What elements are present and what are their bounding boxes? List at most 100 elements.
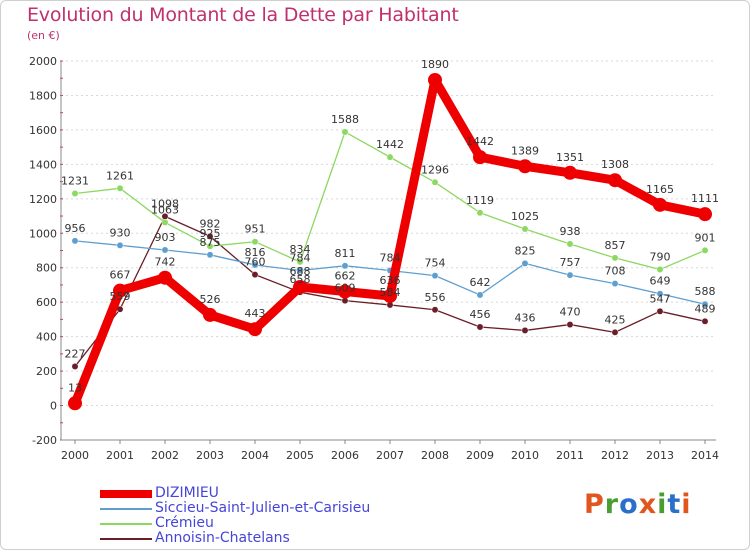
data-point-3 xyxy=(476,323,484,331)
proxiti-logo: Proxiti xyxy=(584,489,692,520)
legend-swatch xyxy=(100,523,152,525)
data-label: 982 xyxy=(200,217,221,230)
data-label: 642 xyxy=(470,276,491,289)
logo-letter: r xyxy=(604,489,620,520)
x-tick-label: 2013 xyxy=(646,449,674,462)
data-label: 662 xyxy=(335,270,356,283)
data-label: 425 xyxy=(605,313,626,326)
data-point-0 xyxy=(428,72,442,87)
logo-letter: o xyxy=(619,489,639,520)
data-point-1 xyxy=(71,237,79,245)
data-point-1 xyxy=(251,261,259,269)
data-label: 816 xyxy=(245,246,266,259)
data-label: 584 xyxy=(380,286,401,299)
data-point-2 xyxy=(431,178,439,186)
data-point-0 xyxy=(293,280,307,295)
data-label: 1063 xyxy=(151,203,179,216)
data-point-0 xyxy=(113,283,127,298)
data-label: 1111 xyxy=(691,192,719,205)
data-point-3 xyxy=(611,328,619,336)
data-label: 489 xyxy=(695,302,716,315)
legend-swatch xyxy=(100,538,152,540)
data-label: 1165 xyxy=(646,183,674,196)
data-point-0 xyxy=(158,270,172,285)
data-point-2 xyxy=(341,128,349,136)
x-tick-label: 2001 xyxy=(106,449,134,462)
data-label: 556 xyxy=(425,291,446,304)
y-tick-label: -200 xyxy=(32,434,57,447)
data-label: 470 xyxy=(560,306,581,319)
y-tick-label: 1200 xyxy=(29,193,57,206)
y-tick-label: 0 xyxy=(50,400,57,413)
data-point-1 xyxy=(431,272,439,280)
data-label: 1308 xyxy=(601,158,629,171)
data-label: 649 xyxy=(650,275,671,288)
data-point-0 xyxy=(518,159,532,174)
data-label: 930 xyxy=(110,226,131,239)
data-point-1 xyxy=(521,259,529,267)
data-label: 456 xyxy=(470,308,491,321)
data-point-3 xyxy=(431,306,439,314)
data-label: 938 xyxy=(560,225,581,238)
y-tick-label: 2000 xyxy=(29,55,57,68)
y-tick-label: 400 xyxy=(36,331,57,344)
data-label: 227 xyxy=(65,347,86,360)
logo-letter: i xyxy=(681,489,692,520)
data-point-3 xyxy=(701,317,709,325)
data-label: 688 xyxy=(290,265,311,278)
data-label: 1119 xyxy=(466,194,494,207)
data-label: 708 xyxy=(605,265,626,278)
data-point-0 xyxy=(248,322,262,337)
data-point-1 xyxy=(296,267,304,274)
data-point-1 xyxy=(701,300,709,308)
data-point-1 xyxy=(116,241,124,249)
data-label: 784 xyxy=(290,251,311,264)
legend-label: Siccieu-Saint-Julien-et-Carisieu xyxy=(155,500,371,516)
data-point-2 xyxy=(296,258,304,266)
data-point-3 xyxy=(206,232,214,240)
data-point-2 xyxy=(476,209,484,217)
data-point-2 xyxy=(251,238,259,246)
logo-letter: P xyxy=(584,489,605,520)
data-label: 901 xyxy=(695,231,716,244)
data-label: 903 xyxy=(155,231,176,244)
data-label: 1389 xyxy=(511,144,539,157)
data-label: 760 xyxy=(245,256,266,269)
y-tick-label: 800 xyxy=(36,262,57,275)
data-point-3 xyxy=(521,326,529,334)
data-point-2 xyxy=(116,184,124,192)
data-label: 588 xyxy=(695,285,716,298)
data-label: 784 xyxy=(380,251,401,264)
data-label: 526 xyxy=(200,293,221,306)
x-tick-label: 2008 xyxy=(421,449,449,462)
y-tick-label: 1400 xyxy=(29,158,57,171)
data-label: 1261 xyxy=(106,169,134,182)
data-label: 13 xyxy=(68,381,82,394)
y-tick-label: 200 xyxy=(36,365,57,378)
data-point-2 xyxy=(161,218,169,226)
data-label: 925 xyxy=(200,227,221,240)
data-point-2 xyxy=(701,246,709,254)
data-label: 436 xyxy=(515,311,536,324)
data-point-0 xyxy=(383,288,397,303)
x-tick-label: 2010 xyxy=(511,449,539,462)
data-point-0 xyxy=(608,173,622,188)
x-tick-label: 2000 xyxy=(61,449,89,462)
data-label: 834 xyxy=(290,243,311,256)
data-point-1 xyxy=(341,262,349,270)
x-tick-label: 2014 xyxy=(691,449,719,462)
data-point-2 xyxy=(566,240,574,248)
x-tick-label: 2006 xyxy=(331,449,359,462)
data-point-0 xyxy=(563,165,577,180)
data-point-0 xyxy=(203,307,217,322)
data-label: 742 xyxy=(155,256,176,269)
x-tick-label: 2004 xyxy=(241,449,269,462)
data-point-1 xyxy=(206,251,214,259)
data-point-1 xyxy=(611,280,619,288)
data-point-0 xyxy=(338,284,352,299)
x-tick-label: 2005 xyxy=(286,449,314,462)
y-tick-label: 1000 xyxy=(29,227,57,240)
data-point-1 xyxy=(476,291,484,299)
data-label: 658 xyxy=(290,273,311,286)
